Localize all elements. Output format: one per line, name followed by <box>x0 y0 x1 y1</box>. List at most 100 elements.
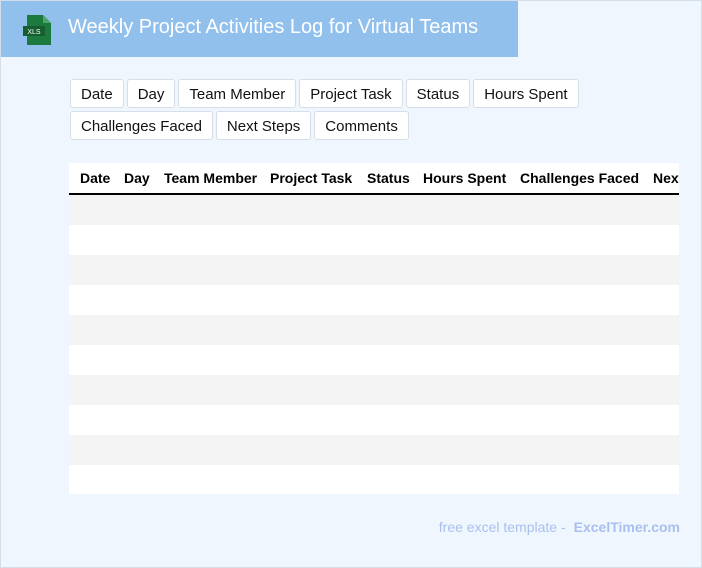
table-cell[interactable] <box>412 225 509 255</box>
chip-project-task[interactable]: Project Task <box>299 79 403 108</box>
table-cell[interactable] <box>509 465 642 494</box>
table-cell[interactable] <box>69 194 113 225</box>
table-row <box>69 465 679 494</box>
table-row <box>69 435 679 465</box>
col-challenges-faced: Challenges Faced <box>509 163 642 195</box>
table-cell[interactable] <box>412 285 509 315</box>
table-cell[interactable] <box>642 194 679 225</box>
activities-table: Date Day Team Member Project Task Status… <box>69 163 679 494</box>
table-cell[interactable] <box>113 255 153 285</box>
footer-brand-link[interactable]: ExcelTimer.com <box>573 519 680 535</box>
table-cell[interactable] <box>153 255 259 285</box>
table-cell[interactable] <box>153 315 259 345</box>
table-cell[interactable] <box>259 255 356 285</box>
table-cell[interactable] <box>356 375 412 405</box>
chip-comments[interactable]: Comments <box>314 111 409 140</box>
table-cell[interactable] <box>412 315 509 345</box>
table-cell[interactable] <box>259 345 356 375</box>
table-cell[interactable] <box>642 405 679 435</box>
table-cell[interactable] <box>113 225 153 255</box>
table-cell[interactable] <box>509 194 642 225</box>
table-cell[interactable] <box>153 225 259 255</box>
table-cell[interactable] <box>153 435 259 465</box>
table-cell[interactable] <box>69 435 113 465</box>
chip-day[interactable]: Day <box>126 79 176 108</box>
table-cell[interactable] <box>259 405 356 435</box>
table-cell[interactable] <box>259 375 356 405</box>
table-cell[interactable] <box>69 255 113 285</box>
table-cell[interactable] <box>153 345 259 375</box>
table-cell[interactable] <box>259 465 356 494</box>
table-cell[interactable] <box>259 194 356 225</box>
field-chips: Date Day Team Member Project Task Status… <box>70 79 590 140</box>
table-cell[interactable] <box>642 285 679 315</box>
table-cell[interactable] <box>509 375 642 405</box>
table-cell[interactable] <box>642 465 679 494</box>
table-cell[interactable] <box>642 435 679 465</box>
table-cell[interactable] <box>113 375 153 405</box>
table-cell[interactable] <box>153 405 259 435</box>
table-cell[interactable] <box>356 465 412 494</box>
title-bar: XLS Weekly Project Activities Log for Vi… <box>1 1 518 57</box>
table-cell[interactable] <box>113 285 153 315</box>
table-cell[interactable] <box>412 375 509 405</box>
table-cell[interactable] <box>113 315 153 345</box>
table-cell[interactable] <box>642 315 679 345</box>
table-cell[interactable] <box>113 465 153 494</box>
table-cell[interactable] <box>642 345 679 375</box>
table-cell[interactable] <box>69 285 113 315</box>
table-cell[interactable] <box>356 345 412 375</box>
chip-challenges-faced[interactable]: Challenges Faced <box>70 111 213 140</box>
table-cell[interactable] <box>356 405 412 435</box>
table-cell[interactable] <box>412 255 509 285</box>
table-cell[interactable] <box>153 465 259 494</box>
table-cell[interactable] <box>509 405 642 435</box>
table-cell[interactable] <box>509 285 642 315</box>
table-cell[interactable] <box>153 285 259 315</box>
table-cell[interactable] <box>509 345 642 375</box>
table-cell[interactable] <box>69 345 113 375</box>
footer-text: free excel template - <box>438 519 566 535</box>
table-cell[interactable] <box>356 315 412 345</box>
table-cell[interactable] <box>259 315 356 345</box>
xls-file-icon: XLS <box>23 15 51 45</box>
table-cell[interactable] <box>113 435 153 465</box>
table-cell[interactable] <box>153 194 259 225</box>
table-row <box>69 315 679 345</box>
table-cell[interactable] <box>412 405 509 435</box>
table-cell[interactable] <box>259 285 356 315</box>
chip-next-steps[interactable]: Next Steps <box>215 111 312 140</box>
table-cell[interactable] <box>509 225 642 255</box>
table-cell[interactable] <box>412 435 509 465</box>
table-cell[interactable] <box>509 435 642 465</box>
table-cell[interactable] <box>113 194 153 225</box>
table-cell[interactable] <box>356 194 412 225</box>
table-cell[interactable] <box>642 225 679 255</box>
table-cell[interactable] <box>259 225 356 255</box>
table-cell[interactable] <box>509 315 642 345</box>
chip-status[interactable]: Status <box>405 79 471 108</box>
table-cell[interactable] <box>412 465 509 494</box>
table-cell[interactable] <box>113 345 153 375</box>
table-cell[interactable] <box>412 194 509 225</box>
table-cell[interactable] <box>642 375 679 405</box>
svg-text:XLS: XLS <box>27 29 41 36</box>
table-cell[interactable] <box>69 405 113 435</box>
table-cell[interactable] <box>69 465 113 494</box>
chip-date[interactable]: Date <box>70 79 124 108</box>
table-cell[interactable] <box>356 225 412 255</box>
table-cell[interactable] <box>69 375 113 405</box>
table-cell[interactable] <box>509 255 642 285</box>
chip-hours-spent[interactable]: Hours Spent <box>473 79 579 108</box>
table-cell[interactable] <box>259 435 356 465</box>
table-cell[interactable] <box>642 255 679 285</box>
table-cell[interactable] <box>412 345 509 375</box>
table-cell[interactable] <box>356 255 412 285</box>
chip-team-member[interactable]: Team Member <box>178 79 297 108</box>
table-cell[interactable] <box>356 435 412 465</box>
table-cell[interactable] <box>69 315 113 345</box>
table-cell[interactable] <box>356 285 412 315</box>
table-cell[interactable] <box>153 375 259 405</box>
table-cell[interactable] <box>69 225 113 255</box>
table-cell[interactable] <box>113 405 153 435</box>
